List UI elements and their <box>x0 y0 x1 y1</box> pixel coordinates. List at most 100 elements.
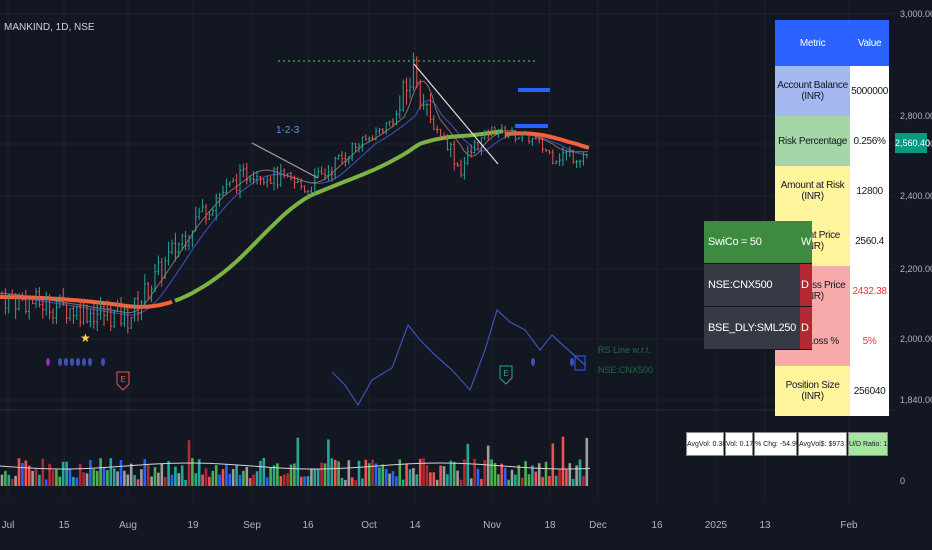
volume-bar <box>126 474 130 486</box>
volume-bar <box>99 458 102 486</box>
volume-bar <box>442 466 446 486</box>
volume-bar <box>112 468 116 486</box>
volume-bar <box>160 463 164 486</box>
table-row: Account Balance (INR) 5000000 <box>775 66 889 116</box>
metric-label: Amount at Risk (INR) <box>775 166 851 216</box>
volume-bar <box>279 476 283 486</box>
y-tick-label: 3,000.00 <box>900 9 932 19</box>
volume-bar <box>102 467 106 486</box>
volume-bar <box>503 467 507 486</box>
volume-bar <box>378 467 381 486</box>
metric-value: 0.256% <box>850 116 889 166</box>
volume-bar <box>452 461 456 486</box>
volume-bar <box>214 465 218 486</box>
volume-bar <box>340 477 344 486</box>
volume-bar <box>211 470 215 486</box>
volume-bar <box>405 463 408 486</box>
pattern-label: 1-2-3 <box>276 125 300 136</box>
position-size-table: Metric Value Account Balance (INR) 500000… <box>775 20 889 416</box>
table-row: NSE:CNX500 D <box>704 263 813 307</box>
volume-bar <box>48 463 51 486</box>
volume-bar <box>221 469 225 486</box>
rs-line-label: RS Line w.r.t. NSE:CNX500 <box>598 345 654 375</box>
volume-bar <box>44 479 48 486</box>
table-row: SwiCo = 50 W <box>704 221 813 264</box>
signal-dot <box>76 358 80 366</box>
volume-bar <box>299 476 303 486</box>
volume-bar <box>585 437 589 486</box>
volume-bar <box>313 468 317 486</box>
volume-bar <box>41 458 45 486</box>
volume-bar <box>231 469 235 486</box>
volume-bar <box>480 478 483 486</box>
candles <box>0 52 588 334</box>
volume-bar <box>140 469 143 486</box>
x-tick-label: Oct <box>361 520 377 531</box>
volume-bar <box>38 474 41 486</box>
volume-bar <box>497 474 500 486</box>
breakout-marker <box>518 88 550 92</box>
volume-bar <box>78 463 82 486</box>
volume-bar <box>354 479 357 486</box>
table-header-row: Metric Value <box>775 20 889 66</box>
volume-bar <box>238 474 242 486</box>
volume-bar <box>327 439 330 486</box>
volume-bar <box>208 476 211 486</box>
volume-bar <box>303 476 306 486</box>
volume-bar <box>320 462 323 486</box>
volume-bar <box>272 465 276 486</box>
volume-bar <box>384 468 388 486</box>
y-tick-label: 2,000.00 <box>900 334 932 344</box>
volume-bar <box>150 476 153 486</box>
volume-bar <box>364 459 368 486</box>
volume-bar <box>197 459 201 486</box>
volume-bar <box>330 458 334 486</box>
metric-value: 2432.38 <box>850 266 889 316</box>
volume-bar <box>245 467 249 486</box>
volume-stat-box: Vol: 0.17M <box>725 432 759 456</box>
volume-bar <box>129 463 133 486</box>
metric-label: Account Balance (INR) <box>775 66 851 116</box>
volume-bar <box>459 479 463 486</box>
rs-row-label: SwiCo = 50 <box>704 221 800 264</box>
table-row: Position Size (INR) 256040 <box>775 366 889 416</box>
volume-bar <box>316 469 320 486</box>
volume-bar <box>252 474 255 486</box>
x-tick-label: 14 <box>409 520 421 531</box>
volume-bar <box>429 472 432 486</box>
volume-bar <box>194 473 198 486</box>
x-tick-label: Nov <box>483 520 501 531</box>
volume-bar <box>293 463 296 486</box>
volume-bar <box>534 471 538 486</box>
volume-bar <box>289 464 293 486</box>
ma-line-red <box>0 295 173 309</box>
volume-bar <box>116 471 119 486</box>
volume-bar <box>527 474 531 486</box>
volume-bar <box>361 478 364 486</box>
volume-bar <box>435 479 439 486</box>
rs-line <box>331 308 586 407</box>
volume-bar <box>517 465 521 486</box>
volume-bar <box>524 461 527 486</box>
volume-bar <box>262 458 266 486</box>
y-tick-label: 2,800.00 <box>900 111 932 121</box>
x-tick-label: Sep <box>243 520 261 531</box>
ticker-label: MANKIND, 1D, NSE <box>4 22 95 33</box>
volume-bar <box>571 478 575 486</box>
metric-value: 5% <box>850 316 889 366</box>
volume-bar <box>296 437 300 486</box>
volume-bar <box>425 465 429 486</box>
volume-bar <box>51 470 55 486</box>
volume-bar <box>381 464 385 486</box>
volume-bar <box>544 461 548 486</box>
volume-bar <box>493 463 497 486</box>
volume-bar <box>4 470 7 486</box>
volume-bar <box>75 477 79 486</box>
signal-dot <box>70 358 74 366</box>
volume-bar <box>143 459 147 486</box>
volume-bar <box>432 472 436 486</box>
volume-bar <box>507 479 510 486</box>
volume-bar <box>582 475 585 486</box>
volume-bar <box>24 460 28 486</box>
